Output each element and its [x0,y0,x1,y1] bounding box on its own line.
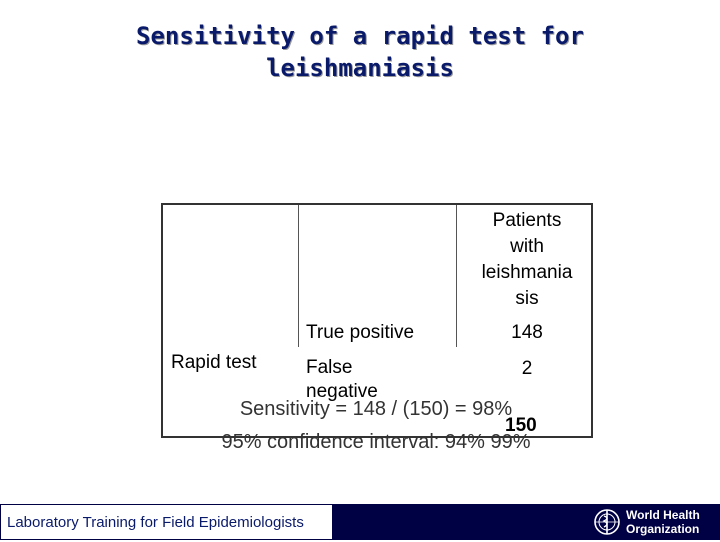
column-divider-2 [456,205,457,347]
title-line-2: leishmaniasis [266,54,454,82]
results-table: Patients with leishmania sis True positi… [161,203,593,438]
footer-label-box: Laboratory Training for Field Epidemiolo… [0,504,333,540]
footer-text: Laboratory Training for Field Epidemiolo… [7,514,304,531]
footer-bar: Laboratory Training for Field Epidemiolo… [0,504,720,540]
title-line-1: Sensitivity of a rapid test for [136,22,584,50]
row-label-false-negative: False negative [306,357,378,402]
column-header: Patients with leishmania sis [481,210,573,309]
who-emblem-icon [594,509,620,535]
who-logo: World Health Organization [592,507,717,537]
value-true-positive: 148 [511,322,543,343]
confidence-interval: 95% confidence interval: 94% 99% [221,431,531,453]
row-label-true-positive: True positive [306,322,415,343]
value-false-negative: 2 [521,358,533,379]
row-group-label: Rapid test [171,352,257,373]
logo-wordmark: World Health Organization [626,508,700,536]
slide-title: Sensitivity of a rapid test for leishman… [0,20,720,84]
sensitivity-formula: Sensitivity = 148 / (150) = 98% [239,398,513,420]
column-divider-1 [298,205,299,347]
total-count: 150 [505,415,537,436]
